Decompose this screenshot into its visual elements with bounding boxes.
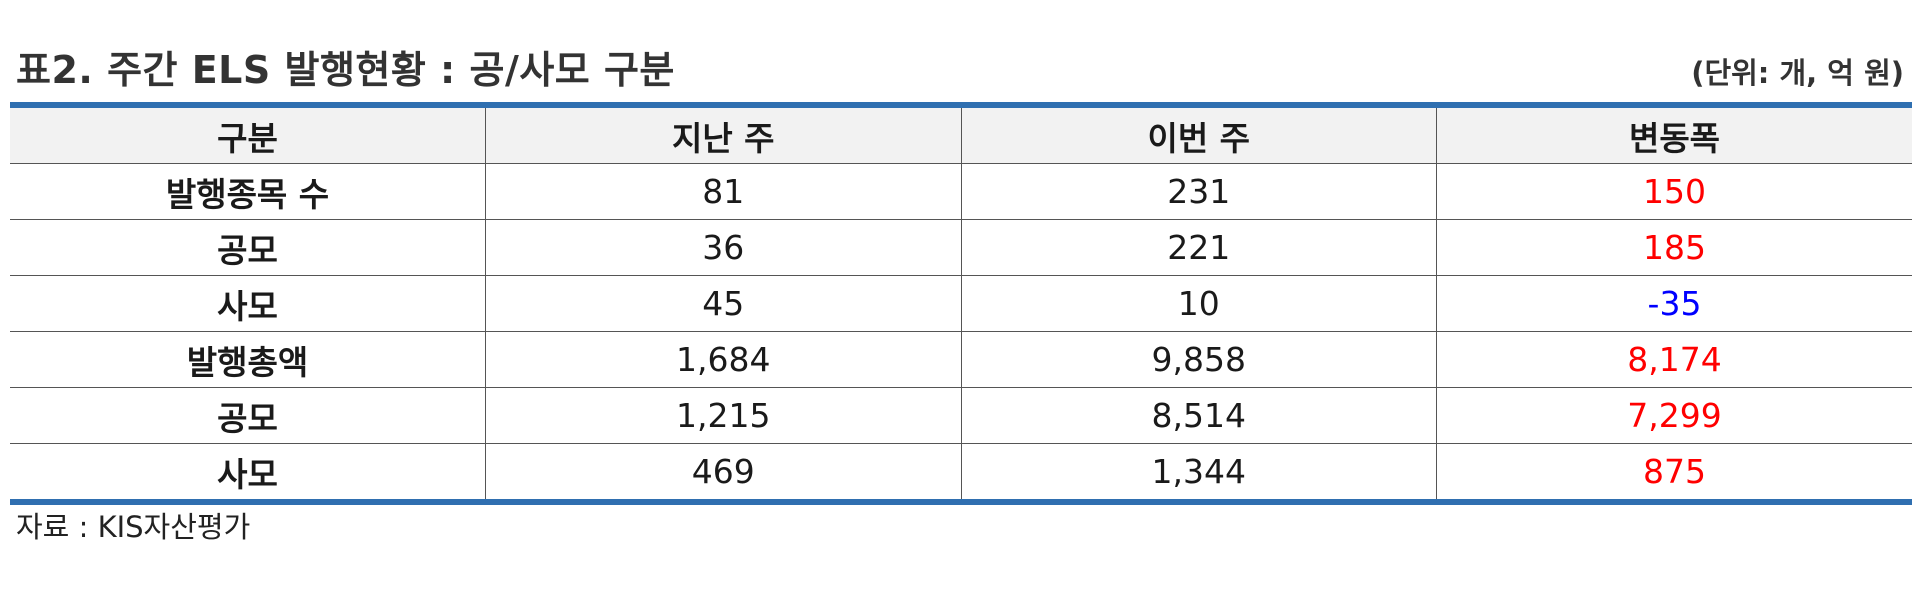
- header-this-week: 이번 주: [960, 108, 1437, 164]
- cell-last-week: 1,684: [485, 331, 961, 388]
- table-bottom-rule: [10, 499, 1912, 505]
- header-last-week: 지난 주: [485, 108, 961, 164]
- table-row: 공모 36 221 185: [10, 219, 1912, 276]
- cell-this-week: 221: [960, 219, 1437, 276]
- header-change: 변동폭: [1436, 108, 1912, 164]
- cell-this-week: 10: [960, 275, 1437, 332]
- cell-last-week: 45: [485, 275, 961, 332]
- source-note: 자료 : KIS자산평가: [16, 510, 251, 544]
- row-label: 공모: [10, 219, 486, 276]
- cell-last-week: 36: [485, 219, 961, 276]
- table-row: 사모 469 1,344 875: [10, 443, 1912, 499]
- unit-note: (단위: 개, 억 원): [1691, 56, 1904, 90]
- table-row: 공모 1,215 8,514 7,299: [10, 387, 1912, 444]
- table-row: 발행종목 수 81 231 150: [10, 163, 1912, 220]
- cell-last-week: 81: [485, 163, 961, 220]
- cell-this-week: 1,344: [960, 443, 1437, 499]
- row-label: 발행총액: [10, 331, 486, 388]
- table-row: 사모 45 10 -35: [10, 275, 1912, 332]
- table-title: 표2. 주간 ELS 발행현황 : 공/사모 구분: [16, 48, 675, 92]
- cell-change: 875: [1436, 443, 1912, 499]
- cell-last-week: 469: [485, 443, 961, 499]
- table-top-rule: [10, 102, 1912, 108]
- cell-this-week: 8,514: [960, 387, 1437, 444]
- cell-change: 185: [1436, 219, 1912, 276]
- title-row: 표2. 주간 ELS 발행현황 : 공/사모 구분 (단위: 개, 억 원): [14, 46, 1904, 98]
- cell-change: 7,299: [1436, 387, 1912, 444]
- cell-this-week: 9,858: [960, 331, 1437, 388]
- header-category: 구분: [10, 108, 486, 164]
- row-label: 발행종목 수: [10, 163, 486, 220]
- cell-change: 150: [1436, 163, 1912, 220]
- row-label: 사모: [10, 275, 486, 332]
- row-label: 사모: [217, 454, 278, 494]
- els-issuance-table: 구분 지난 주 이번 주 변동폭 발행종목 수 81 231 150 공모 36…: [10, 102, 1912, 505]
- cell-this-week: 231: [960, 163, 1437, 220]
- table-row: 발행총액 1,684 9,858 8,174: [10, 331, 1912, 388]
- data-table: 구분 지난 주 이번 주 변동폭 발행종목 수 81 231 150 공모 36…: [10, 108, 1912, 499]
- cell-last-week: 1,215: [485, 387, 961, 444]
- cell-change: -35: [1436, 275, 1912, 332]
- row-label: 공모: [10, 387, 486, 444]
- cell-change: 8,174: [1436, 331, 1912, 388]
- header-row: 구분 지난 주 이번 주 변동폭: [10, 108, 1912, 164]
